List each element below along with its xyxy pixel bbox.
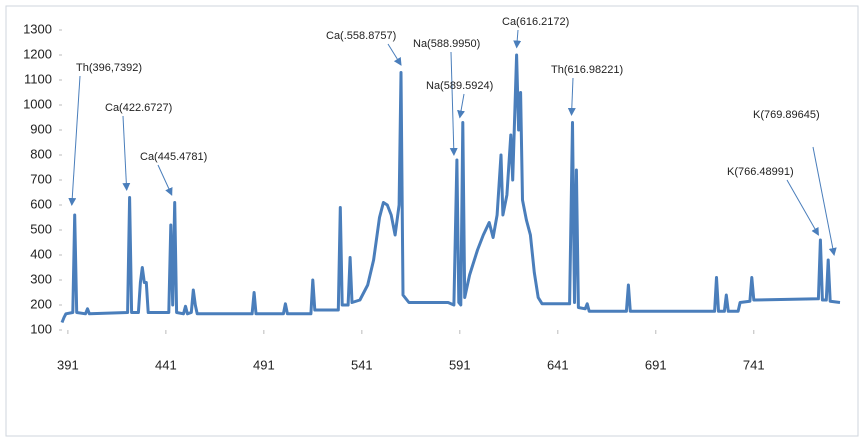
x-tick-label: 391 bbox=[57, 357, 79, 372]
annotation-arrow bbox=[387, 43, 402, 66]
annotation-arrow bbox=[68, 75, 81, 206]
annotation-label: Ca(422.6727) bbox=[105, 102, 172, 114]
annotation-arrow bbox=[567, 77, 576, 116]
x-tick-label: 591 bbox=[449, 357, 471, 372]
x-tick-label: 691 bbox=[645, 357, 667, 372]
y-tick-label: 200 bbox=[30, 296, 52, 311]
annotation-arrow bbox=[812, 146, 837, 256]
y-tick-label: 400 bbox=[30, 246, 52, 261]
annotation-label: K(769.89645) bbox=[753, 109, 820, 121]
annotation-arrow bbox=[449, 51, 458, 156]
spectrum-line bbox=[60, 53, 841, 324]
annotation-label: Ca(.558.8757) bbox=[326, 30, 396, 42]
annotation-arrow bbox=[157, 164, 173, 196]
x-tick-label: 441 bbox=[155, 357, 177, 372]
annotation-label: Th(396,7392) bbox=[76, 62, 142, 74]
y-tick-label: 500 bbox=[30, 221, 52, 236]
annotation-arrow bbox=[513, 29, 522, 49]
y-tick-label: 900 bbox=[30, 121, 52, 136]
y-tick-label: 300 bbox=[30, 271, 52, 286]
annotation-label: Na(589.5924) bbox=[426, 80, 493, 92]
annotation-label: Na(588.9950) bbox=[413, 38, 480, 50]
x-tick-label: 741 bbox=[743, 357, 765, 372]
annotation-arrow bbox=[122, 115, 131, 191]
annotation-label: Ca(616.2172) bbox=[502, 16, 569, 28]
annotation-arrow bbox=[786, 179, 819, 236]
y-tick-label: 1200 bbox=[23, 46, 52, 61]
y-tick-label: 1100 bbox=[24, 71, 52, 86]
y-tick-label: 600 bbox=[30, 196, 52, 211]
y-tick-label: 700 bbox=[30, 171, 52, 186]
y-tick-label: 800 bbox=[30, 146, 52, 161]
annotation-label: Th(616.98221) bbox=[551, 64, 623, 76]
x-tick-label: 491 bbox=[253, 357, 275, 372]
x-tick-label: 641 bbox=[547, 357, 569, 372]
annotation-label: K(766.48991) bbox=[727, 166, 794, 178]
chart-frame bbox=[5, 5, 859, 437]
x-tick-label: 541 bbox=[351, 357, 373, 372]
y-tick-label: 1300 bbox=[23, 21, 52, 36]
y-tick-label: 1000 bbox=[23, 96, 52, 111]
y-tick-label: 100 bbox=[30, 321, 52, 336]
annotation-arrow bbox=[457, 93, 465, 119]
annotation-label: Ca(445.4781) bbox=[140, 151, 207, 163]
